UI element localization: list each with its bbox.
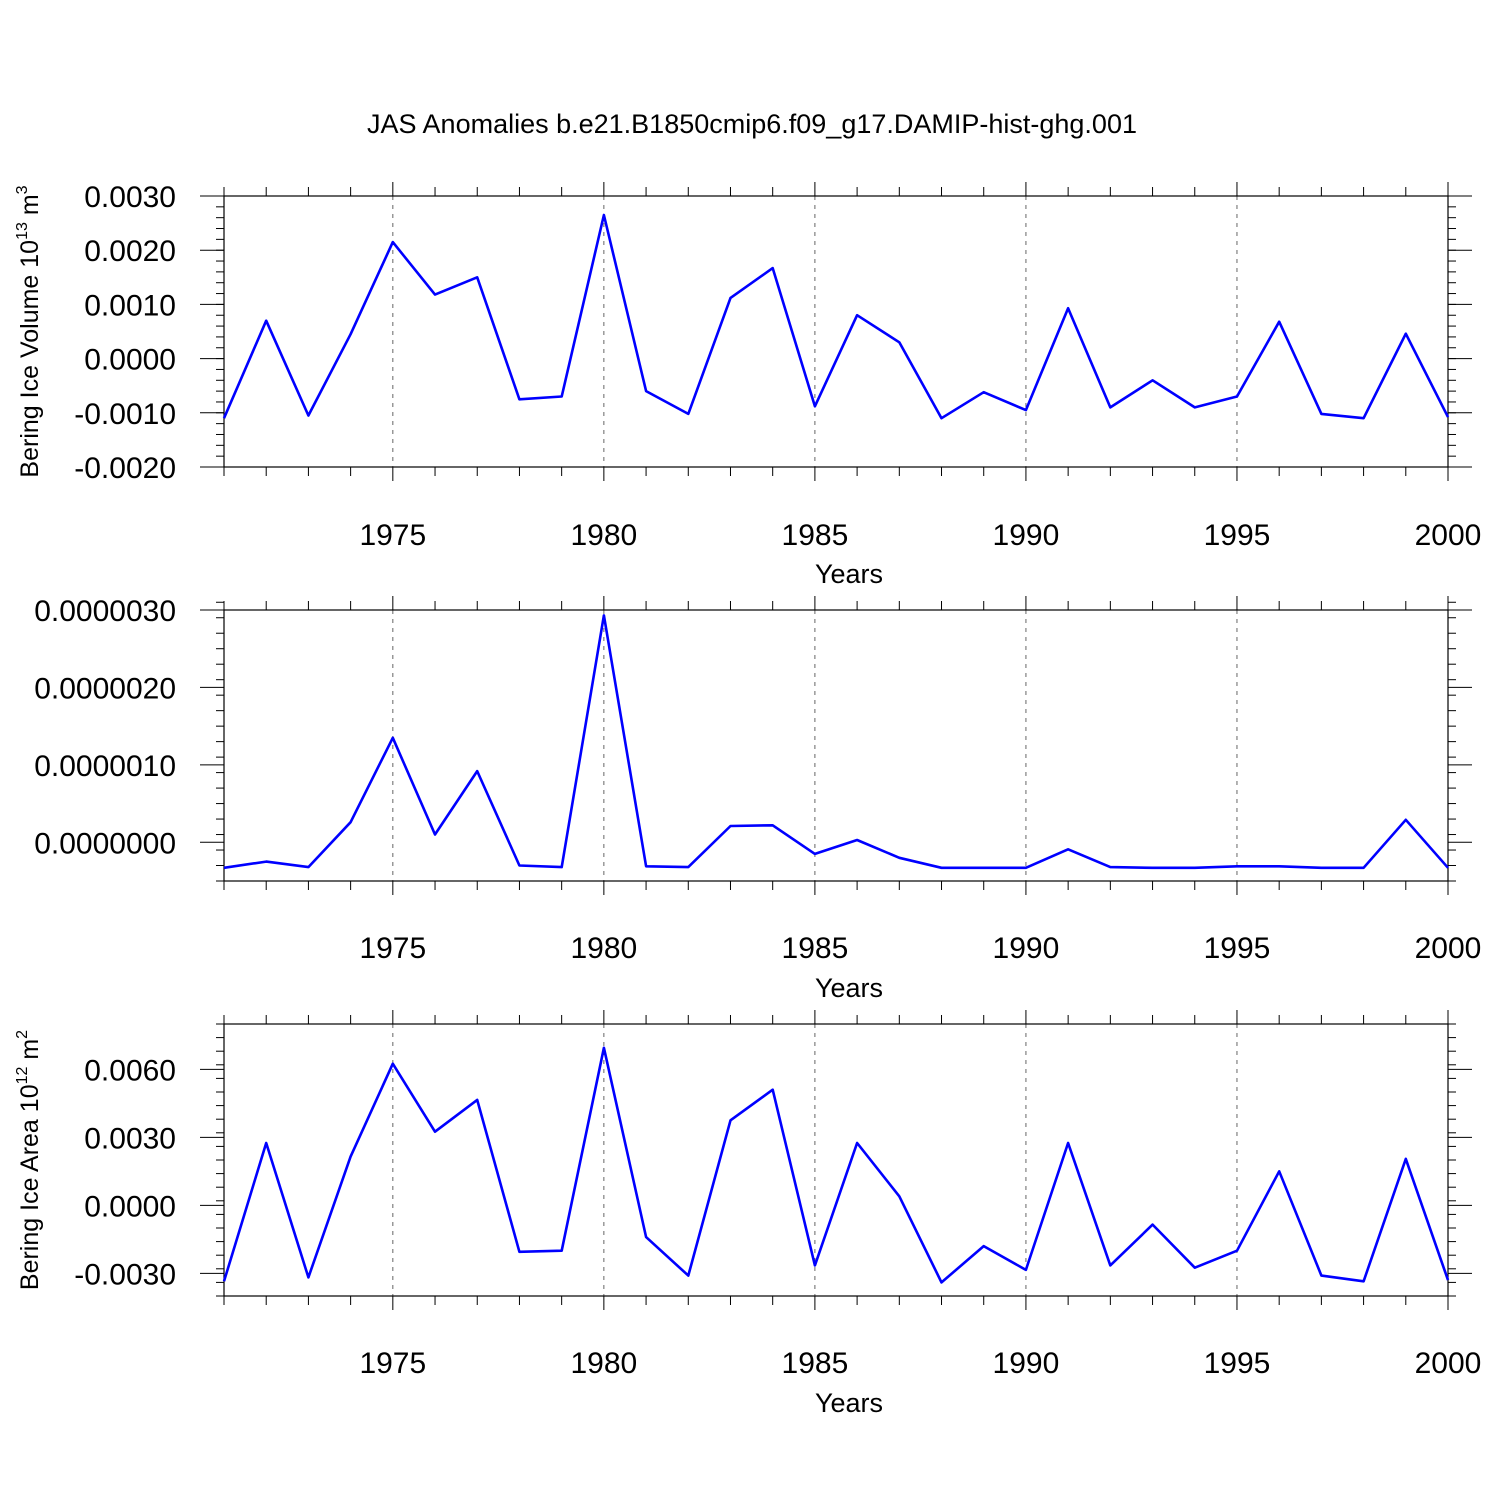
panel-3: 0.0060 0.0030 0.0000 -0.0030 1975 1980 1985 199… xyxy=(14,1010,1481,1418)
chart-title: JAS Anomalies b.e21.B1850cmip6.f09_g17.D… xyxy=(367,109,1137,139)
x-tick-label: 1980 xyxy=(570,1347,637,1380)
y-tick-label: 0.0000000 xyxy=(34,827,176,860)
y-tick-label: -0.0010 xyxy=(74,398,176,431)
plot-frame xyxy=(223,609,1449,882)
y-tick-label: 0.0000010 xyxy=(34,750,176,783)
x-tick-label: 2000 xyxy=(1415,1347,1482,1380)
y-tick-label: -0.0030 xyxy=(74,1258,176,1291)
x-tick-label: 1990 xyxy=(993,1347,1060,1380)
y-tick-label: -0.0020 xyxy=(74,452,176,485)
plot-frame xyxy=(223,195,1449,468)
x-tick-label: 1990 xyxy=(993,519,1060,552)
panel-2: 0.0000030 0.0000020 0.0000010 0.0000000 1975… xyxy=(34,595,1481,1003)
y-tick-label: 0.0030 xyxy=(84,1122,176,1155)
x-tick-label: 1975 xyxy=(359,1347,426,1380)
x-tick-label: 1985 xyxy=(782,932,849,965)
y-axis-label: Bering Ice Volume 1013 m3 xyxy=(14,185,44,477)
x-axis-label: Years xyxy=(815,973,883,1003)
y-tick-label: 0.0060 xyxy=(84,1054,176,1087)
x-axis-label: Years xyxy=(815,1388,883,1418)
x-tick-label: 1980 xyxy=(570,932,637,965)
y-axis-label: Bering Ice Area 1012 m2 xyxy=(14,1030,44,1290)
y-tick-label: 0.0030 xyxy=(84,181,176,214)
x-tick-label: 2000 xyxy=(1415,932,1482,965)
x-tick-label: 1975 xyxy=(359,519,426,552)
y-tick-label: 0.0020 xyxy=(84,235,176,268)
x-tick-label: 1985 xyxy=(782,1347,849,1380)
x-axis-label: Years xyxy=(815,559,883,589)
x-tick-label: 2000 xyxy=(1415,519,1482,552)
x-tick-label: 1980 xyxy=(570,519,637,552)
panel-1: 0.0030 0.0020 0.0010 0.0000 -0.0010 -0.0020 19… xyxy=(14,181,1481,589)
series-line xyxy=(222,213,1450,420)
x-tick-label: 1995 xyxy=(1204,932,1271,965)
y-tick-label: 0.0000020 xyxy=(34,672,176,705)
x-tick-label: 1990 xyxy=(993,932,1060,965)
series-line xyxy=(223,614,1449,870)
y-tick-label: 0.0000 xyxy=(84,344,176,377)
y-tick-label: 0.0000 xyxy=(84,1190,176,1223)
y-tick-label: 0.0010 xyxy=(84,289,176,322)
x-tick-label: 1995 xyxy=(1204,519,1271,552)
plot-frame xyxy=(223,1023,1449,1297)
x-tick-label: 1995 xyxy=(1204,1347,1271,1380)
x-tick-label: 1975 xyxy=(359,932,426,965)
x-tick-label: 1985 xyxy=(782,519,849,552)
y-tick-label: 0.0000030 xyxy=(34,595,176,628)
series-line xyxy=(222,1046,1450,1284)
